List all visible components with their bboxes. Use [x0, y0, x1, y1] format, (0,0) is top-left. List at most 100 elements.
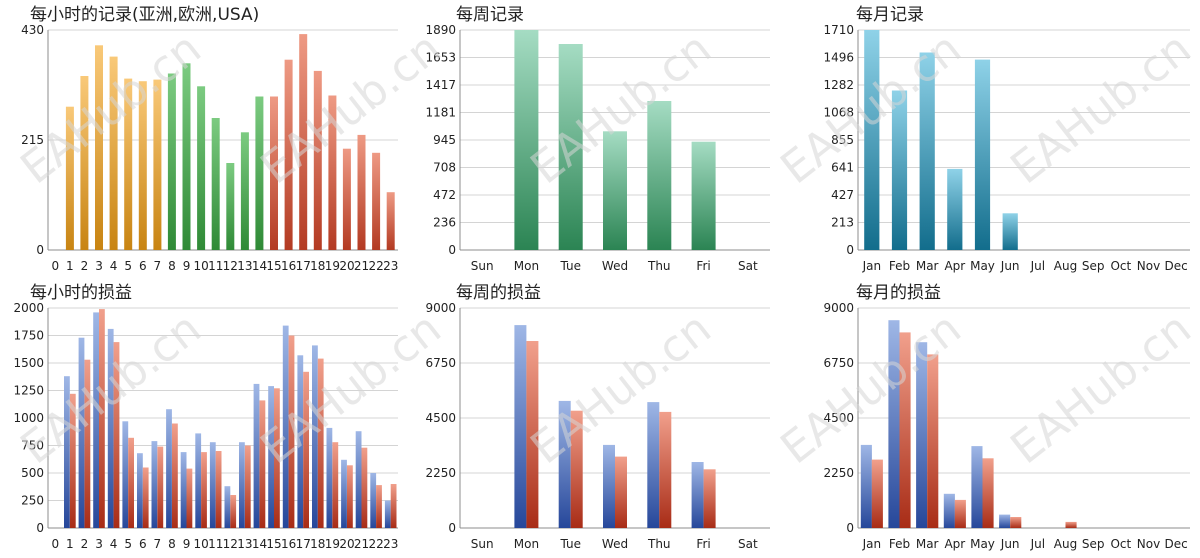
- bar-0-0-23: [386, 192, 395, 250]
- bar-3-1-12: [230, 495, 237, 528]
- x-tick-label: 12: [223, 259, 238, 273]
- bar-3-0-5: [122, 421, 129, 528]
- y-tick-label: 945: [433, 133, 456, 147]
- bar-0-0-9: [182, 63, 191, 250]
- y-tick-label: 4500: [823, 411, 854, 425]
- y-tick-label: 472: [433, 188, 456, 202]
- x-tick-label: 20: [339, 537, 354, 551]
- y-tick-label: 1653: [425, 51, 456, 65]
- x-tick-label: Mon: [514, 259, 539, 273]
- bar-4-1-5: [703, 469, 716, 528]
- x-tick-label: 3: [95, 259, 103, 273]
- bar-0-0-7: [153, 79, 162, 250]
- bar-3-0-4: [107, 328, 114, 528]
- x-tick-label: 10: [193, 537, 208, 551]
- bar-3-1-21: [361, 447, 368, 528]
- bar-0-0-5: [124, 78, 133, 250]
- bar-2-0-4: [974, 59, 991, 250]
- bar-0-0-12: [226, 163, 235, 250]
- bar-5-1-0: [871, 459, 883, 528]
- bar-5-1-2: [927, 354, 939, 528]
- bar-0-0-8: [167, 73, 176, 250]
- x-tick-label: 1: [66, 259, 74, 273]
- bar-4-0-2: [558, 400, 571, 528]
- y-tick-label: 250: [21, 494, 44, 508]
- chart-title: 每月记录: [856, 5, 924, 25]
- bar-2-0-1: [891, 90, 908, 250]
- bar-3-1-22: [376, 485, 382, 528]
- y-tick-label: 750: [21, 439, 44, 453]
- x-tick-label: Fri: [696, 537, 710, 551]
- bar-5-1-1: [899, 332, 911, 528]
- x-tick-label: 16: [281, 537, 296, 551]
- bar-3-0-13: [239, 442, 245, 528]
- bar-3-1-9: [186, 468, 193, 528]
- bar-0-0-14: [255, 96, 264, 250]
- x-tick-label: Wed: [602, 259, 628, 273]
- y-tick-label: 855: [831, 133, 854, 147]
- bar-3-0-1: [64, 376, 70, 528]
- bar-0-0-20: [342, 148, 351, 250]
- bar-3-1-10: [201, 452, 207, 528]
- y-tick-label: 2250: [425, 466, 456, 480]
- y-tick-label: 1710: [823, 23, 854, 37]
- x-tick-label: 18: [310, 259, 325, 273]
- bar-3-0-2: [78, 337, 85, 528]
- bar-3-0-15: [268, 386, 274, 528]
- x-tick-label: Jan: [862, 537, 882, 551]
- y-tick-label: 1890: [425, 23, 456, 37]
- bar-4-1-4: [659, 411, 672, 528]
- y-tick-label: 236: [433, 216, 456, 230]
- bar-3-0-10: [195, 433, 202, 528]
- bar-3-0-20: [341, 459, 347, 528]
- chart-panel-2: 每月记录 0 213 427 641 855 1068 1282 1496 1710 Jan Feb M…: [823, 5, 1190, 273]
- x-tick-label: Sat: [738, 259, 758, 273]
- bar-3-0-11: [209, 442, 216, 528]
- x-tick-label: Wed: [602, 537, 628, 551]
- y-tick-label: 4500: [425, 411, 456, 425]
- x-tick-label: 7: [154, 259, 162, 273]
- bar-0-0-15: [270, 96, 278, 250]
- bar-3-0-19: [326, 427, 333, 528]
- x-tick-label: Oct: [1110, 537, 1131, 551]
- x-tick-label: 15: [266, 537, 281, 551]
- bar-0-0-2: [80, 76, 89, 250]
- x-tick-label: 17: [296, 537, 311, 551]
- x-tick-label: Aug: [1054, 259, 1077, 273]
- y-tick-label: 2250: [823, 466, 854, 480]
- y-tick-label: 708: [433, 161, 456, 175]
- x-tick-label: 7: [154, 537, 162, 551]
- chart-title: 每周记录: [456, 5, 524, 25]
- bar-3-0-16: [282, 325, 289, 528]
- x-tick-label: 13: [237, 259, 252, 273]
- bar-1-0-3: [603, 131, 627, 250]
- x-tick-label: 5: [124, 259, 132, 273]
- bar-5-1-7: [1065, 521, 1077, 528]
- bar-0-0-11: [211, 118, 220, 250]
- bar-0-0-17: [299, 34, 308, 250]
- bar-3-1-11: [215, 451, 222, 528]
- bar-3-0-14: [253, 383, 260, 528]
- x-tick-label: 19: [325, 537, 340, 551]
- x-tick-label: May: [970, 537, 995, 551]
- bar-0-0-21: [357, 134, 366, 250]
- bar-0-0-6: [138, 81, 147, 250]
- x-tick-label: 11: [208, 259, 223, 273]
- bar-4-1-1: [526, 341, 539, 528]
- x-tick-label: 3: [95, 537, 103, 551]
- x-tick-label: May: [970, 259, 995, 273]
- x-tick-label: Thu: [647, 537, 671, 551]
- watermark-text: EAHub.cn: [521, 303, 720, 474]
- x-tick-label: 0: [51, 259, 59, 273]
- bar-3-1-2: [84, 359, 91, 528]
- bar-5-1-3: [954, 499, 966, 528]
- x-tick-label: Mar: [916, 259, 939, 273]
- y-tick-label: 1068: [823, 106, 854, 120]
- x-tick-label: Dec: [1165, 537, 1188, 551]
- x-tick-label: 13: [237, 537, 252, 551]
- y-tick-label: 1181: [425, 106, 456, 120]
- x-tick-label: 8: [168, 537, 176, 551]
- bar-3-1-19: [332, 442, 339, 528]
- y-tick-label: 0: [448, 521, 456, 535]
